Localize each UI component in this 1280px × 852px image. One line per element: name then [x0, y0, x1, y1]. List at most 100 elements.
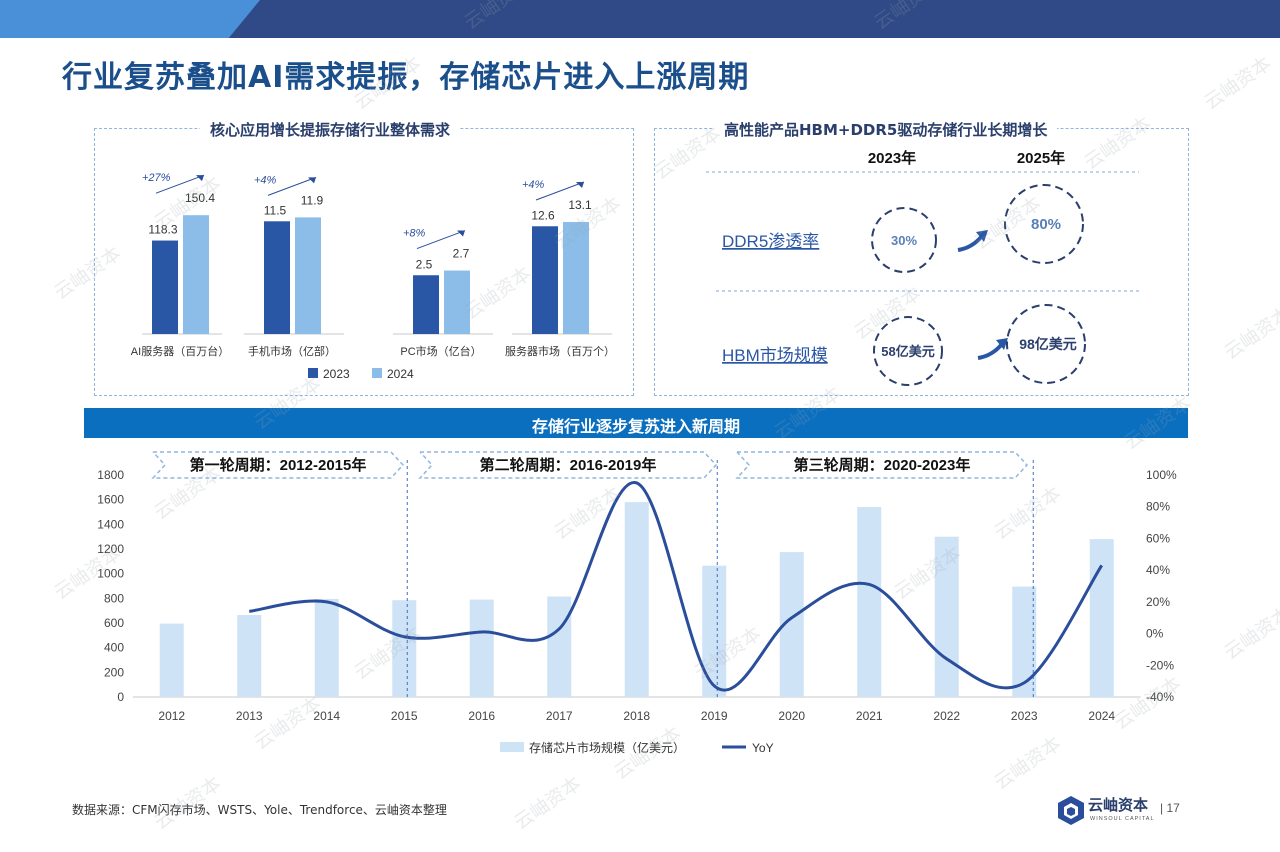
cycle-label: 第三轮周期：2020-2023年: [794, 456, 971, 474]
y-left-tick: 1000: [97, 567, 124, 581]
growth-arrow: [155, 174, 205, 194]
y-left-tick: 400: [104, 641, 124, 655]
bar-value-label: 2.7: [453, 247, 470, 261]
category-label: 手机市场（亿部）: [248, 344, 336, 358]
market-size-bar: [314, 598, 339, 697]
cycle-banner: 存储行业逐步复苏进入新周期: [84, 408, 1188, 438]
ddr5-2023-circle: [871, 207, 937, 273]
x-tick-label: 2016: [468, 709, 495, 723]
growth-label: +27%: [142, 172, 171, 184]
market-size-bar: [392, 600, 417, 697]
legend-swatch-bar: [500, 742, 524, 752]
ddr5-2025-value: 80%: [1031, 216, 1061, 233]
legend-label-bar: 存储芯片市场规模（亿美元）: [529, 740, 685, 755]
y-right-tick: 80%: [1146, 500, 1170, 514]
app-demand-chart: 118.3 150.4 +27% AI服务器（百万台） 11.5 11.9 +4% 手机市场（…: [131, 172, 615, 381]
market-size-bar: [934, 536, 959, 697]
bar-value-label: 150.4: [185, 191, 215, 205]
y-right-tick: 60%: [1146, 531, 1170, 545]
bar-value-label: 13.1: [568, 198, 592, 212]
category-label: AI服务器（百万台）: [131, 344, 229, 358]
growth-arrow-head: [576, 181, 584, 188]
market-size-bar: [547, 596, 572, 697]
x-tick-label: 2020: [778, 709, 805, 723]
cycle-label: 第一轮周期：2012-2015年: [190, 456, 367, 474]
bar-value-label: 2.5: [416, 257, 433, 271]
y-left-tick: 0: [117, 690, 124, 704]
left-panel-title: 核心应用增长提振存储行业整体需求: [200, 119, 461, 140]
year-2023: 2023年: [868, 149, 916, 167]
market-size-bar: [469, 599, 494, 697]
x-tick-label: 2024: [1088, 709, 1115, 723]
y-right-tick: 100%: [1146, 468, 1177, 482]
right-panel-title: 高性能产品HBM+DDR5驱动存储行业长期增长: [714, 119, 1058, 140]
x-tick-label: 2017: [546, 709, 573, 723]
hbm-2023-circle: [873, 316, 943, 386]
bar-2023-2: [413, 275, 439, 334]
bar-value-label: 11.9: [301, 193, 324, 207]
bar-2024-3: [563, 221, 589, 334]
bar-2023-3: [532, 226, 558, 334]
cycle-banner-title: 存储行业逐步复苏进入新周期: [531, 417, 740, 436]
company-logo: 云岫资本 WINSOUL CAPITAL: [1056, 794, 1168, 828]
hbm-2023-value: 58亿美元: [881, 344, 934, 359]
logo-subtitle: WINSOUL CAPITAL: [1090, 816, 1155, 822]
bar-value-label: 11.5: [264, 203, 287, 217]
x-tick-label: 2018: [623, 709, 650, 723]
ddr5-2023-value: 30%: [891, 233, 917, 248]
x-tick-label: 2015: [391, 709, 418, 723]
y-left-tick: 800: [104, 591, 124, 605]
page-title: 行业复苏叠加AI需求提振，存储芯片进入上涨周期: [62, 60, 750, 95]
legend-swatch-2024: [372, 368, 382, 378]
top-banner-accent: [0, 0, 260, 38]
y-right-tick: -40%: [1146, 690, 1174, 704]
market-size-bar: [237, 614, 262, 697]
page-number: | 17: [1160, 801, 1180, 815]
cycle-label-frame: [418, 451, 718, 479]
legend-swatch-2023: [308, 368, 318, 378]
cycle-label-frame: [735, 451, 1029, 479]
y-right-tick: 40%: [1146, 563, 1170, 577]
cycle-label-frame: [151, 451, 405, 479]
watermark-text: 云岫资本: [510, 772, 585, 834]
y-left-tick: 1400: [97, 517, 124, 531]
logo-icon: [1058, 796, 1084, 825]
y-left-tick: 1800: [97, 468, 124, 482]
growth-label: +8%: [403, 228, 426, 240]
bar-2024-2: [444, 270, 470, 334]
x-tick-label: 2012: [158, 709, 185, 723]
market-size-bar: [1012, 586, 1037, 697]
watermark-text: 云岫资本: [1220, 302, 1280, 364]
x-tick-label: 2019: [701, 709, 728, 723]
bar-2024-0: [183, 215, 209, 334]
market-size-bar: [857, 507, 882, 697]
arrow-icon: [957, 234, 984, 252]
watermark-text: 云岫资本: [1200, 52, 1275, 114]
hbm-ddr5-graphic: 2023年 2025年 DDR5渗透率 30% 80% HBM市场规模 58亿美…: [706, 149, 1140, 386]
cycle-label: 第二轮周期：2016-2019年: [480, 456, 657, 474]
arrow-icon: [977, 342, 1004, 360]
bar-2024-1: [295, 217, 321, 334]
x-tick-label: 2022: [933, 709, 960, 723]
legend-label-line: YoY: [752, 741, 774, 755]
market-size-bar: [624, 502, 649, 697]
yoy-line: [249, 481, 1104, 692]
hbm-2025-circle: [1006, 304, 1086, 384]
growth-arrow: [535, 181, 585, 201]
y-left-tick: 200: [104, 665, 124, 679]
bar-value-label: 118.3: [148, 223, 177, 237]
hbm-label: HBM市场规模: [722, 346, 828, 365]
legend-label-2023: 2023: [323, 367, 350, 381]
y-right-tick: 20%: [1146, 595, 1170, 609]
market-size-bar: [1089, 539, 1114, 697]
growth-label: +4%: [254, 174, 277, 186]
ddr5-2025-circle: [1004, 184, 1084, 264]
y-left-tick: 1200: [97, 542, 124, 556]
source-note: 数据来源：CFM闪存市场、WSTS、Yole、Trendforce、云岫资本整理: [72, 803, 447, 817]
growth-label: +4%: [522, 179, 545, 191]
y-right-tick: 0%: [1146, 627, 1164, 641]
arrow-head-icon: [976, 230, 988, 242]
logo-name: 云岫资本: [1088, 796, 1149, 814]
category-label: 服务器市场（百万个）: [505, 344, 615, 358]
x-tick-label: 2023: [1011, 709, 1038, 723]
